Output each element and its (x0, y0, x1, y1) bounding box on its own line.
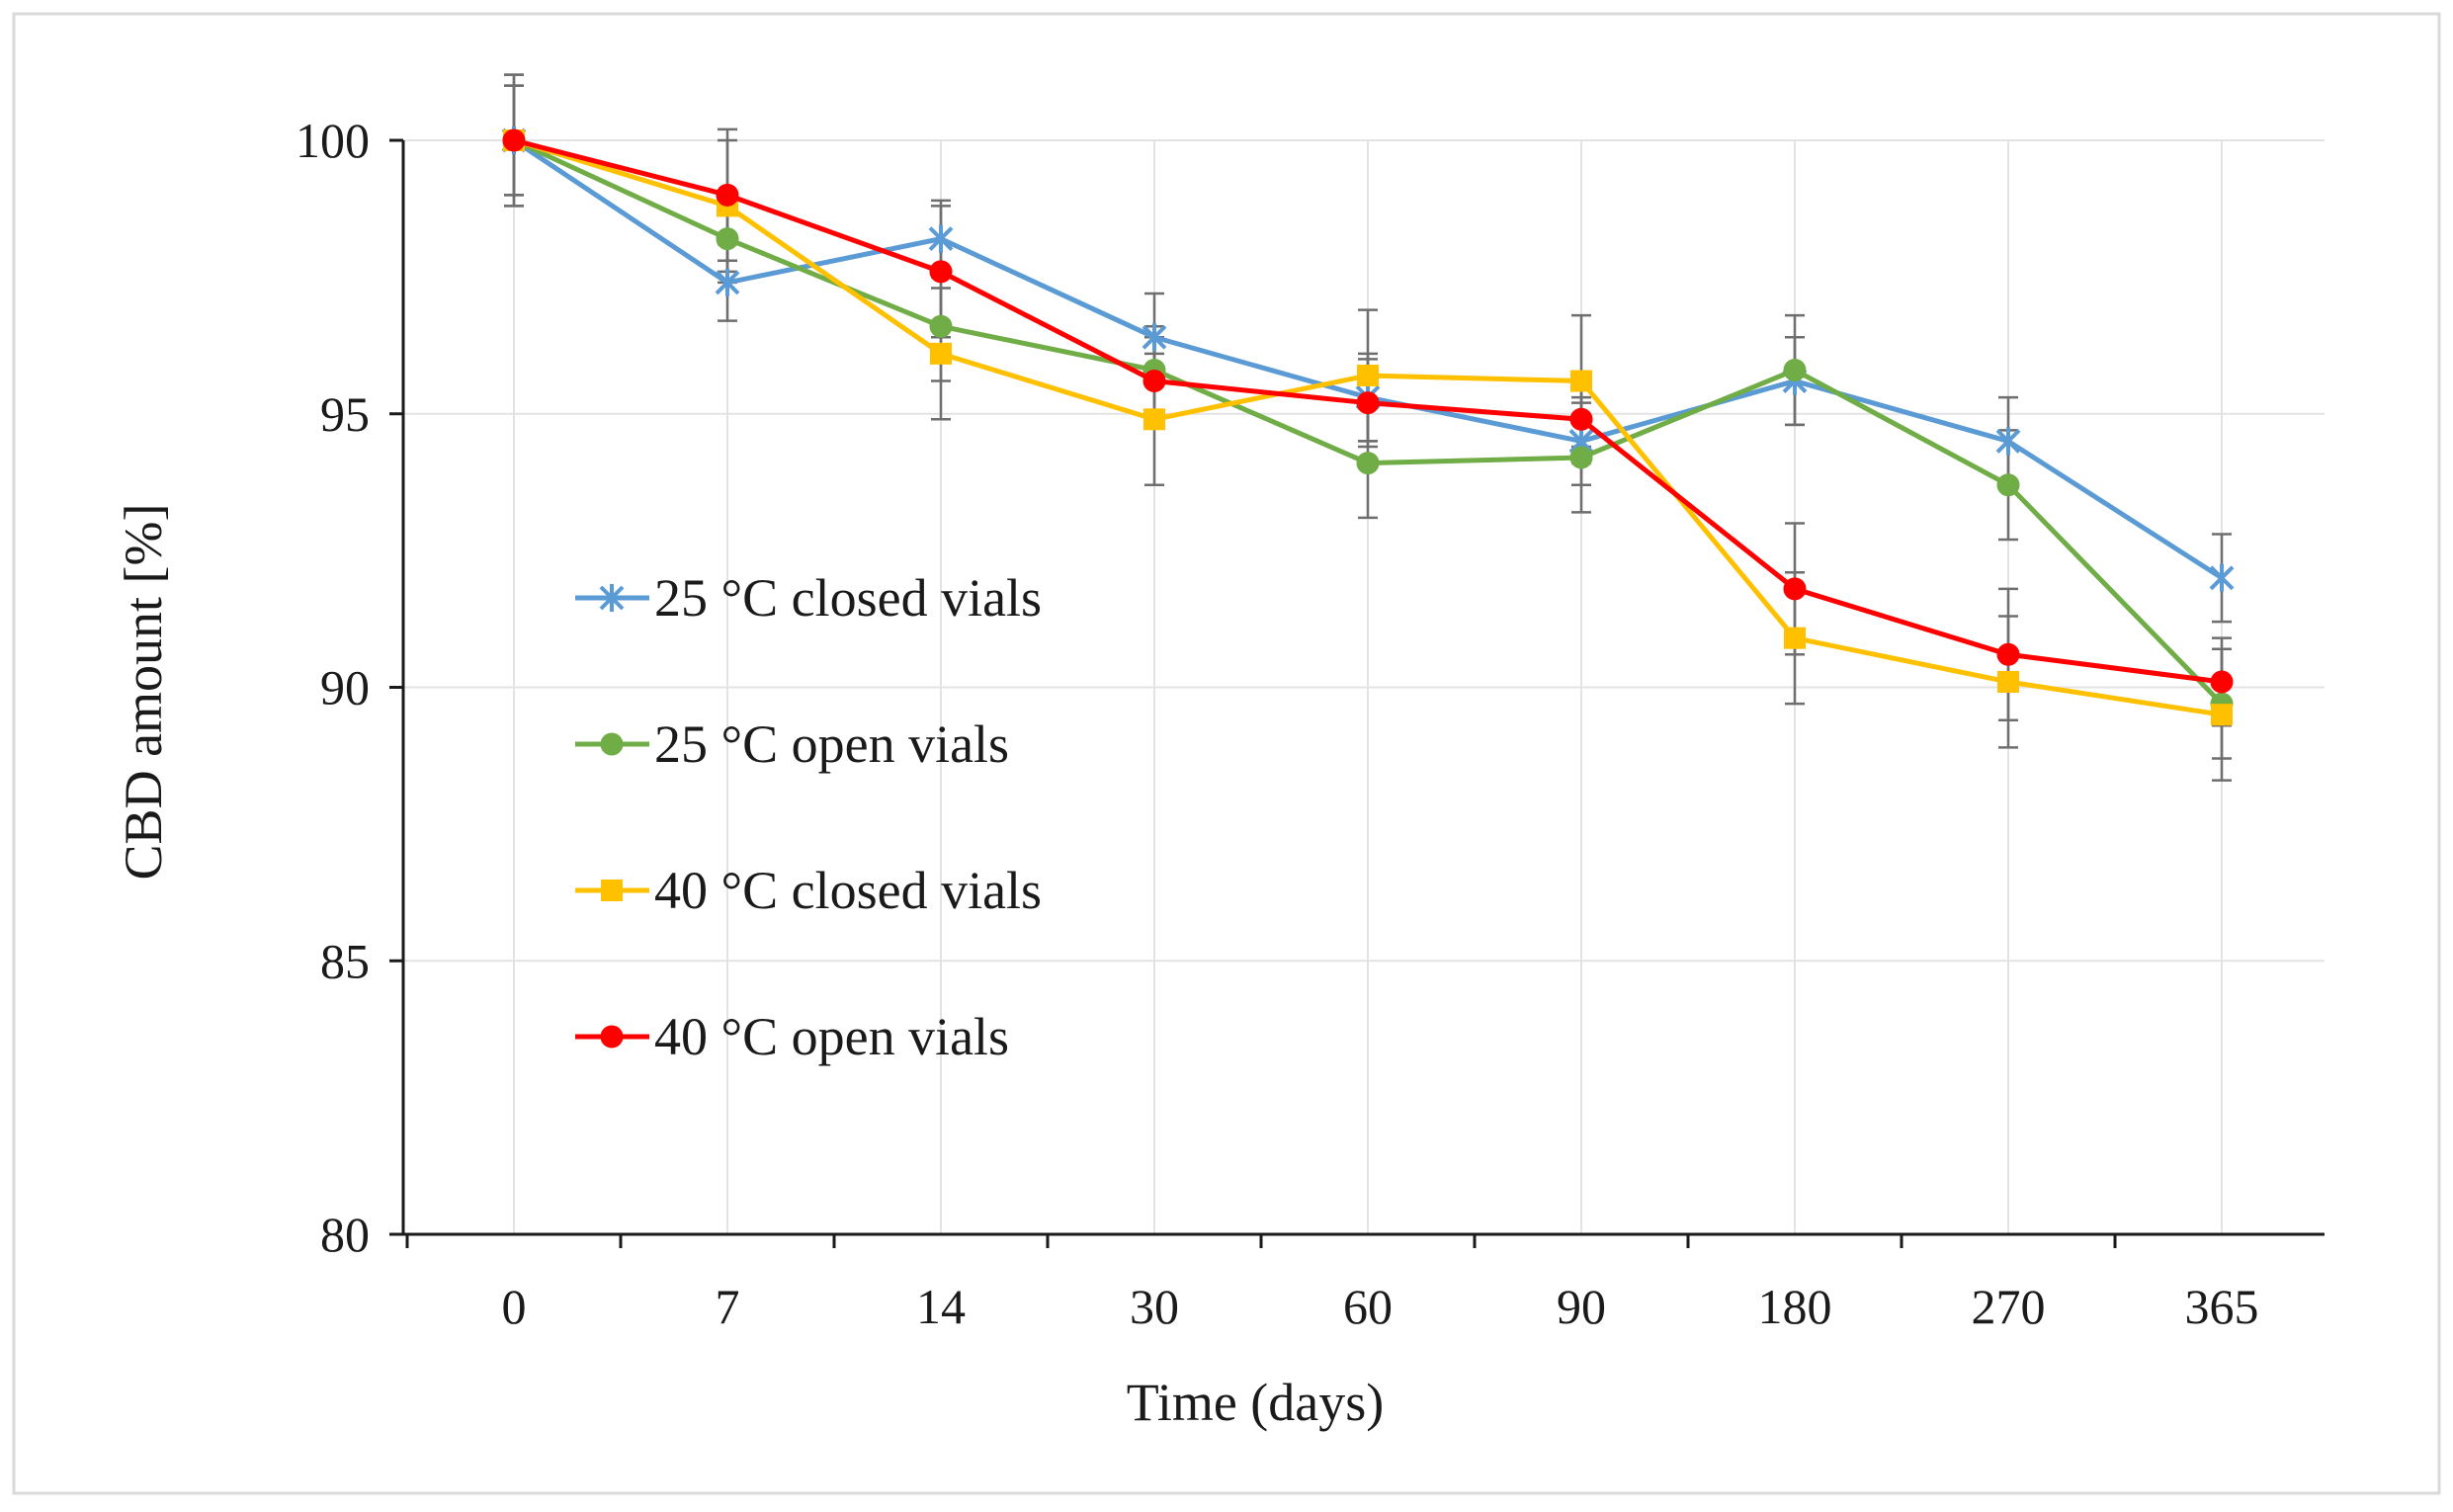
series-4 (502, 128, 2234, 694)
y-tick-label: 90 (320, 660, 370, 715)
series-group (501, 73, 2235, 782)
legend-label: 40 °C closed vials (654, 861, 1042, 920)
data-point (1996, 473, 2020, 497)
x-tick-label: 60 (1343, 1279, 1393, 1334)
data-point (1570, 370, 1592, 392)
legend-item: 40 °C open vials (575, 1007, 1009, 1066)
data-point (1783, 358, 1807, 381)
legend-label: 40 °C open vials (654, 1007, 1009, 1066)
legend-swatch-marker (601, 880, 623, 901)
data-point (2209, 563, 2235, 592)
data-point (1356, 391, 1380, 415)
data-point (716, 183, 739, 207)
data-point (2210, 670, 2234, 694)
x-tick-label: 0 (502, 1279, 527, 1334)
data-point (1142, 323, 1167, 352)
legend-swatch-marker (600, 732, 624, 756)
data-point (715, 268, 740, 296)
series-2 (502, 128, 2234, 715)
data-point (716, 227, 739, 251)
y-tick-label: 100 (296, 113, 370, 168)
chart-frame (12, 12, 2441, 1495)
y-tick-label: 80 (320, 1207, 370, 1262)
data-point (1996, 642, 2020, 666)
data-point (1784, 627, 1806, 649)
x-tick-label: 14 (916, 1279, 966, 1334)
legend-swatch-marker (599, 584, 625, 612)
legend-label: 25 °C open vials (654, 714, 1009, 774)
data-point (928, 224, 954, 253)
data-point (1997, 670, 2019, 693)
x-axis-title: Time (days) (1127, 1373, 1385, 1432)
x-tick-label: 30 (1130, 1279, 1179, 1334)
legend-swatch-marker (600, 1025, 624, 1049)
legend-item: 25 °C open vials (575, 714, 1009, 774)
data-point (1569, 446, 1593, 469)
legend-item: 40 °C closed vials (575, 861, 1042, 920)
data-point (930, 342, 952, 365)
data-point (1995, 427, 2021, 456)
x-tick-label: 7 (716, 1279, 740, 1334)
legend-label: 25 °C closed vials (654, 568, 1042, 628)
data-point (1357, 365, 1379, 387)
legend-item: 25 °C closed vials (575, 568, 1042, 628)
x-tick-label: 180 (1758, 1279, 1832, 1334)
x-tick-label: 90 (1557, 1279, 1606, 1334)
data-point (1569, 407, 1593, 431)
y-tick-label: 85 (320, 933, 370, 988)
y-tick-label: 95 (320, 386, 370, 442)
data-point (2211, 704, 2233, 726)
x-tick-label: 270 (1972, 1279, 2046, 1334)
legend: 25 °C closed vials 25 °C open vials 40 °C … (575, 568, 1042, 1066)
data-point (929, 314, 953, 338)
axes: 80 85 90 95 100 0 7 14 30 60 90 180 270 365 (296, 113, 2325, 1334)
data-point (929, 260, 953, 284)
y-axis-title: CBD amount [%] (114, 504, 173, 881)
data-point (502, 128, 526, 152)
x-tick-label: 365 (2185, 1279, 2259, 1334)
series-3 (503, 129, 2233, 726)
data-point (1143, 408, 1165, 431)
data-point (1356, 452, 1380, 475)
data-point (1783, 577, 1807, 601)
data-point (1142, 370, 1166, 393)
